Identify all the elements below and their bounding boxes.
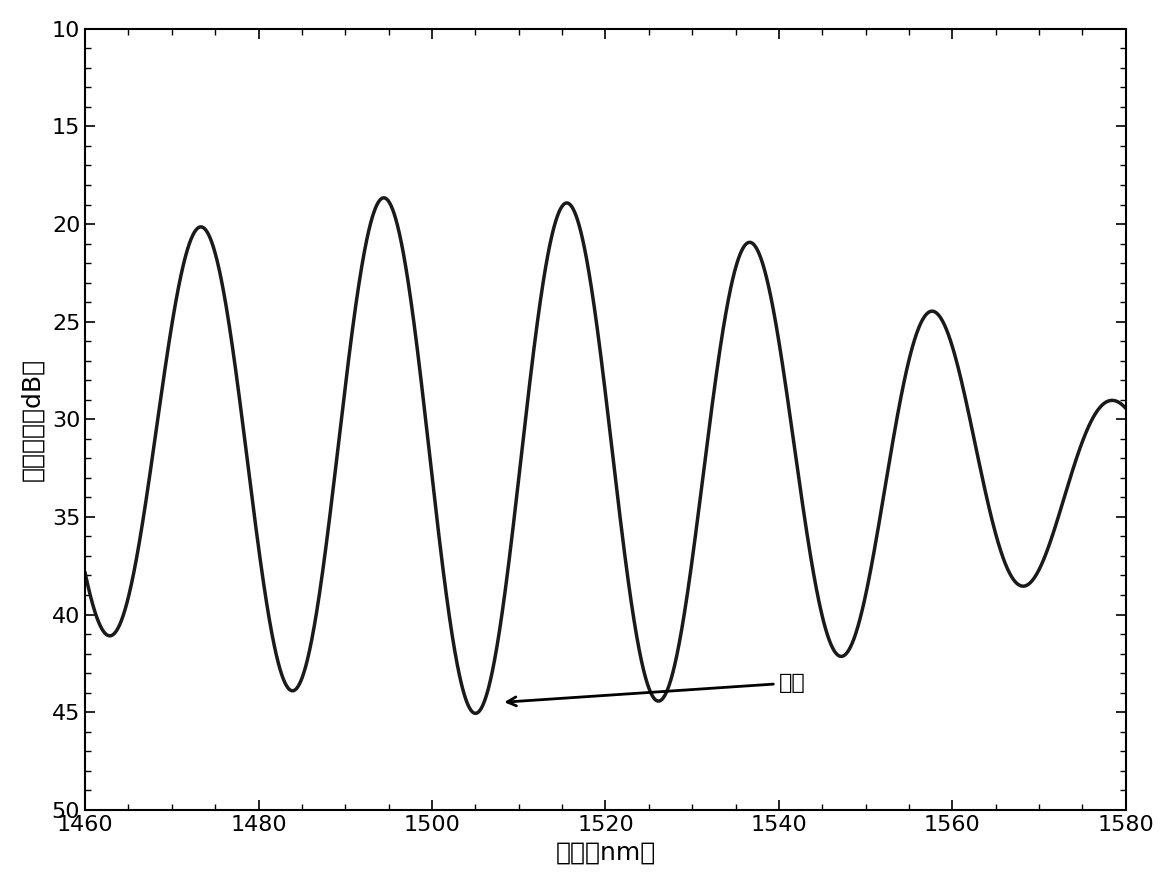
Y-axis label: 传输损耗（dB）: 传输损耗（dB） xyxy=(21,358,45,481)
X-axis label: 波长（nm）: 波长（nm） xyxy=(556,840,656,864)
Text: 波峰: 波峰 xyxy=(508,673,806,706)
